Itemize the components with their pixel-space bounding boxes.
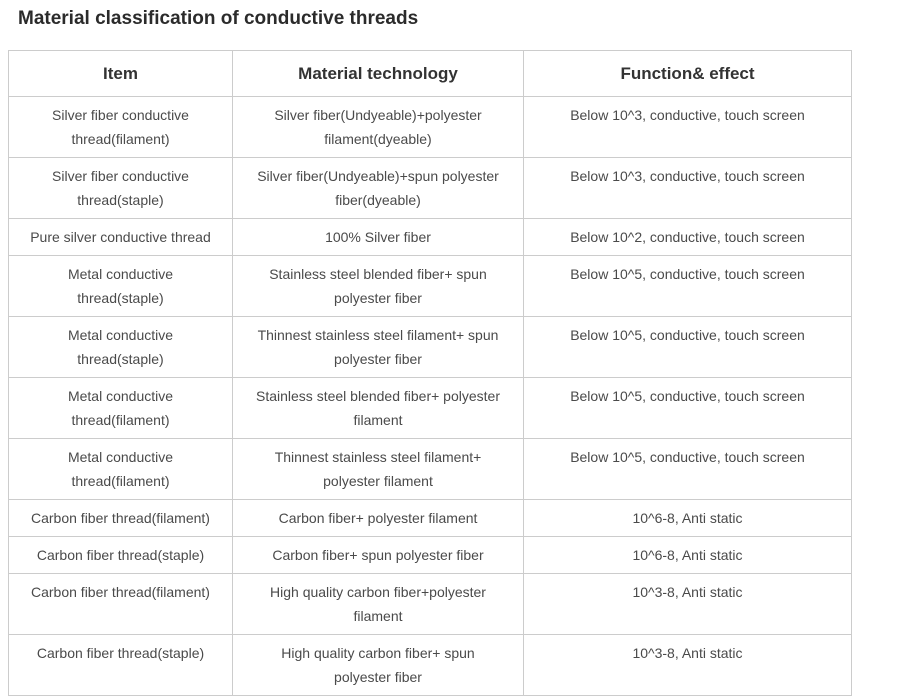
cell-material-technology: High quality carbon fiber+ spun polyeste… <box>232 634 524 696</box>
cell-material-technology: Stainless steel blended fiber+ polyester… <box>232 377 524 439</box>
cell-item: Metal conductive thread(staple) <box>8 316 233 378</box>
cell-function-effect: 10^3-8, Anti static <box>523 573 852 635</box>
cell-function-effect: Below 10^5, conductive, touch screen <box>523 255 852 317</box>
cell-item: Metal conductive thread(filament) <box>8 438 233 500</box>
cell-material-technology: Silver fiber(Undyeable)+spun polyester f… <box>232 157 524 219</box>
cell-function-effect: Below 10^2, conductive, touch screen <box>523 218 852 256</box>
page-title: Material classification of conductive th… <box>18 8 419 29</box>
cell-material-technology: Carbon fiber+ polyester filament <box>232 499 524 537</box>
table-row: Silver fiber conductive thread(staple) S… <box>8 157 852 219</box>
column-header-function-effect: Function& effect <box>523 50 852 97</box>
cell-function-effect: 10^3-8, Anti static <box>523 634 852 696</box>
cell-item: Metal conductive thread(filament) <box>8 377 233 439</box>
table-row: Metal conductive thread(staple) Stainles… <box>8 255 852 317</box>
cell-item: Carbon fiber thread(filament) <box>8 573 233 635</box>
table-row: Carbon fiber thread(filament) Carbon fib… <box>8 499 852 537</box>
conductive-threads-table: Item Material technology Function& effec… <box>8 50 852 696</box>
cell-function-effect: Below 10^3, conductive, touch screen <box>523 96 852 158</box>
cell-function-effect: 10^6-8, Anti static <box>523 536 852 574</box>
cell-item: Silver fiber conductive thread(filament) <box>8 96 233 158</box>
cell-material-technology: High quality carbon fiber+polyester fila… <box>232 573 524 635</box>
cell-function-effect: Below 10^5, conductive, touch screen <box>523 438 852 500</box>
cell-function-effect: Below 10^5, conductive, touch screen <box>523 377 852 439</box>
table-row: Metal conductive thread(staple) Thinnest… <box>8 316 852 378</box>
cell-item: Carbon fiber thread(staple) <box>8 536 233 574</box>
table-row: Carbon fiber thread(filament) High quali… <box>8 573 852 635</box>
table-row: Metal conductive thread(filament) Thinne… <box>8 438 852 500</box>
column-header-item: Item <box>8 50 233 97</box>
table-row: Carbon fiber thread(staple) Carbon fiber… <box>8 536 852 574</box>
cell-material-technology: Thinnest stainless steel filament+ spun … <box>232 316 524 378</box>
cell-material-technology: 100% Silver fiber <box>232 218 524 256</box>
cell-material-technology: Thinnest stainless steel filament+ polye… <box>232 438 524 500</box>
cell-item: Pure silver conductive thread <box>8 218 233 256</box>
table-row: Pure silver conductive thread 100% Silve… <box>8 218 852 256</box>
cell-material-technology: Silver fiber(Undyeable)+polyester filame… <box>232 96 524 158</box>
column-header-material-technology: Material technology <box>232 50 524 97</box>
cell-material-technology: Carbon fiber+ spun polyester fiber <box>232 536 524 574</box>
cell-item: Carbon fiber thread(filament) <box>8 499 233 537</box>
cell-item: Carbon fiber thread(staple) <box>8 634 233 696</box>
table-header-row: Item Material technology Function& effec… <box>8 50 852 97</box>
cell-item: Metal conductive thread(staple) <box>8 255 233 317</box>
cell-item: Silver fiber conductive thread(staple) <box>8 157 233 219</box>
table-row: Carbon fiber thread(staple) High quality… <box>8 634 852 696</box>
table-row: Silver fiber conductive thread(filament)… <box>8 96 852 158</box>
table-body: Silver fiber conductive thread(filament)… <box>8 96 852 696</box>
cell-function-effect: 10^6-8, Anti static <box>523 499 852 537</box>
table-row: Metal conductive thread(filament) Stainl… <box>8 377 852 439</box>
cell-material-technology: Stainless steel blended fiber+ spun poly… <box>232 255 524 317</box>
cell-function-effect: Below 10^5, conductive, touch screen <box>523 316 852 378</box>
cell-function-effect: Below 10^3, conductive, touch screen <box>523 157 852 219</box>
